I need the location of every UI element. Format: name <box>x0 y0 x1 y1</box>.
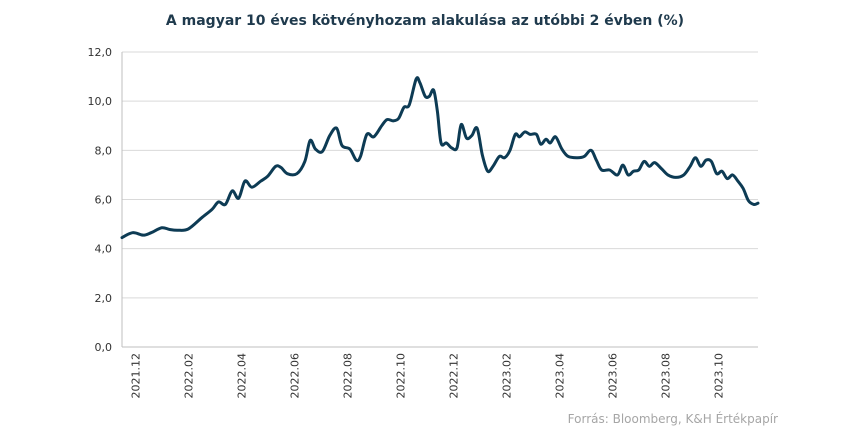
y-tick-label: 2,0 <box>95 292 113 305</box>
x-tick-label: 2021.12 <box>129 353 142 399</box>
y-tick-label: 10,0 <box>88 95 113 108</box>
gridlines <box>122 51 758 299</box>
y-tick-label: 0,0 <box>95 341 113 354</box>
x-tick-label: 2023.02 <box>500 353 513 399</box>
x-tick-label: 2022.04 <box>235 353 248 399</box>
x-tick-label: 2023.10 <box>712 353 725 399</box>
y-tick-label: 6,0 <box>95 194 113 207</box>
x-tick-label: 2023.06 <box>606 353 619 399</box>
source-note: Forrás: Bloomberg, K&H Értékpapír <box>568 411 778 426</box>
y-axis-ticks: 0,0 2,0 4,0 6,0 8,0 10,0 12,0 <box>88 46 113 354</box>
y-tick-label: 4,0 <box>95 243 113 256</box>
chart-title: A magyar 10 éves kötvényhozam alakulása … <box>166 13 684 29</box>
series-line-yield <box>120 76 760 240</box>
y-tick-label: 12,0 <box>88 46 113 59</box>
x-tick-label: 2023.08 <box>659 353 672 399</box>
x-tick-label: 2022.12 <box>447 353 460 399</box>
x-tick-label: 2022.10 <box>394 353 407 399</box>
x-tick-label: 2022.02 <box>182 353 195 399</box>
x-tick-label: 2023.04 <box>553 353 566 399</box>
x-tick-label: 2022.08 <box>341 353 354 399</box>
x-tick-label: 2022.06 <box>288 353 301 399</box>
x-axis-ticks: 2021.12 2022.02 2022.04 2022.06 2022.08 2022.… <box>129 353 725 399</box>
y-tick-label: 8,0 <box>95 144 113 157</box>
